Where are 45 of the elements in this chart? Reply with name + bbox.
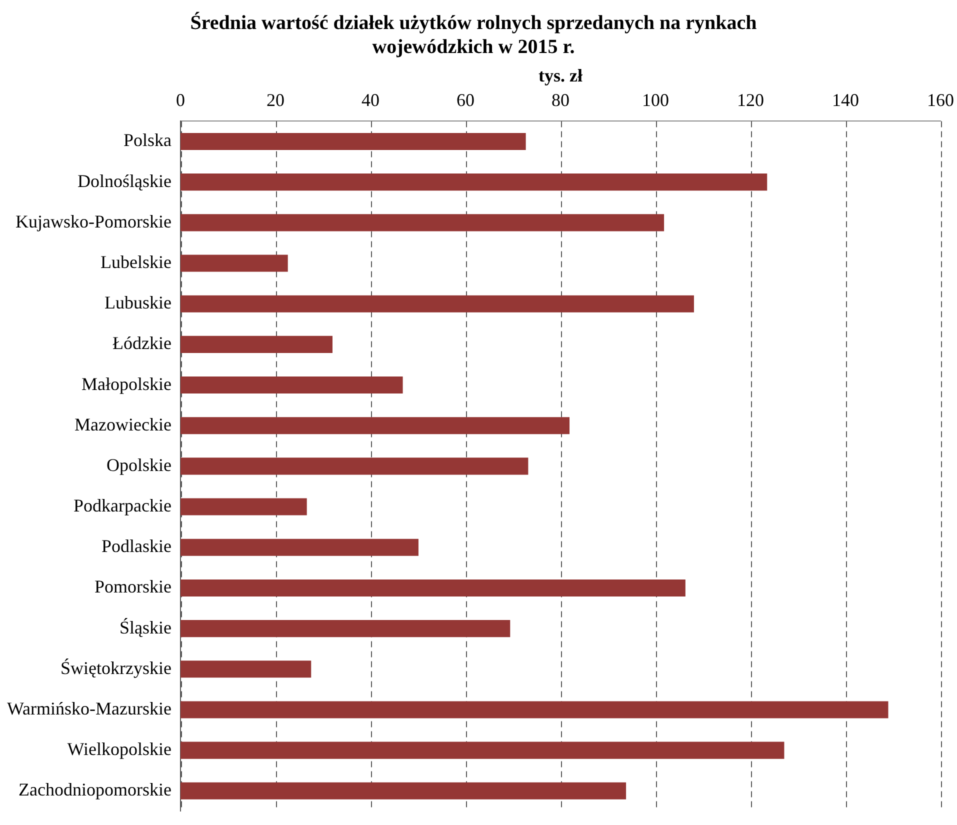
bar [180, 620, 510, 638]
y-tick-label: Śląskie [120, 617, 172, 638]
x-axis-title: tys. zł [538, 65, 582, 86]
bar [180, 782, 626, 800]
x-tick-label: 120 [737, 90, 764, 110]
x-tick-label: 40 [362, 90, 380, 110]
y-tick-label: Polska [123, 130, 172, 150]
bar [180, 660, 312, 678]
bar [180, 417, 570, 434]
x-tick-label: 20 [266, 90, 285, 110]
bar [180, 295, 694, 312]
y-tick-label: Podkarpackie [74, 496, 172, 516]
bar [180, 174, 768, 191]
x-tick-label: 0 [176, 90, 186, 110]
y-tick-label: Pomorskie [94, 576, 172, 597]
y-tick-label: Zachodniopomorskie [18, 780, 172, 800]
bar [180, 214, 664, 232]
bar [180, 132, 526, 150]
bar [180, 742, 784, 759]
bar [180, 579, 686, 596]
y-tick-label: Dolnośląskie [78, 170, 172, 191]
x-tick-label: 140 [832, 90, 859, 110]
y-tick-label: Łódzkie [112, 333, 172, 354]
y-tick-label: Wielkopolskie [67, 739, 172, 760]
bar [180, 336, 333, 353]
y-tick-label: Świętokrzyskie [60, 658, 172, 678]
y-tick-label: Lubuskie [104, 292, 172, 313]
x-tick-label: 100 [642, 90, 669, 110]
y-tick-label: Warmińsko-Mazurskie [6, 698, 172, 718]
bar [180, 538, 418, 556]
x-tick-label: 160 [927, 90, 954, 110]
bar [180, 701, 888, 718]
bar [180, 498, 307, 516]
y-tick-label: Opolskie [106, 454, 172, 475]
y-tick-label: Podlaskie [102, 536, 172, 556]
bar [180, 254, 288, 272]
chart-title: Średnia wartość działek użytków rolnych sprzedanych na rynkach wojewódzkich w 2015 r. [190, 11, 757, 58]
y-tick-label: Mazowieckie [74, 414, 172, 434]
bar [180, 376, 403, 394]
x-tick-label: 80 [552, 90, 570, 110]
y-tick-label: Kujawsko-Pomorskie [16, 211, 172, 232]
y-tick-label: Małopolskie [82, 374, 172, 394]
x-tick-label: 60 [456, 90, 475, 110]
bar [180, 458, 528, 475]
y-tick-label: Lubelskie [100, 252, 172, 272]
